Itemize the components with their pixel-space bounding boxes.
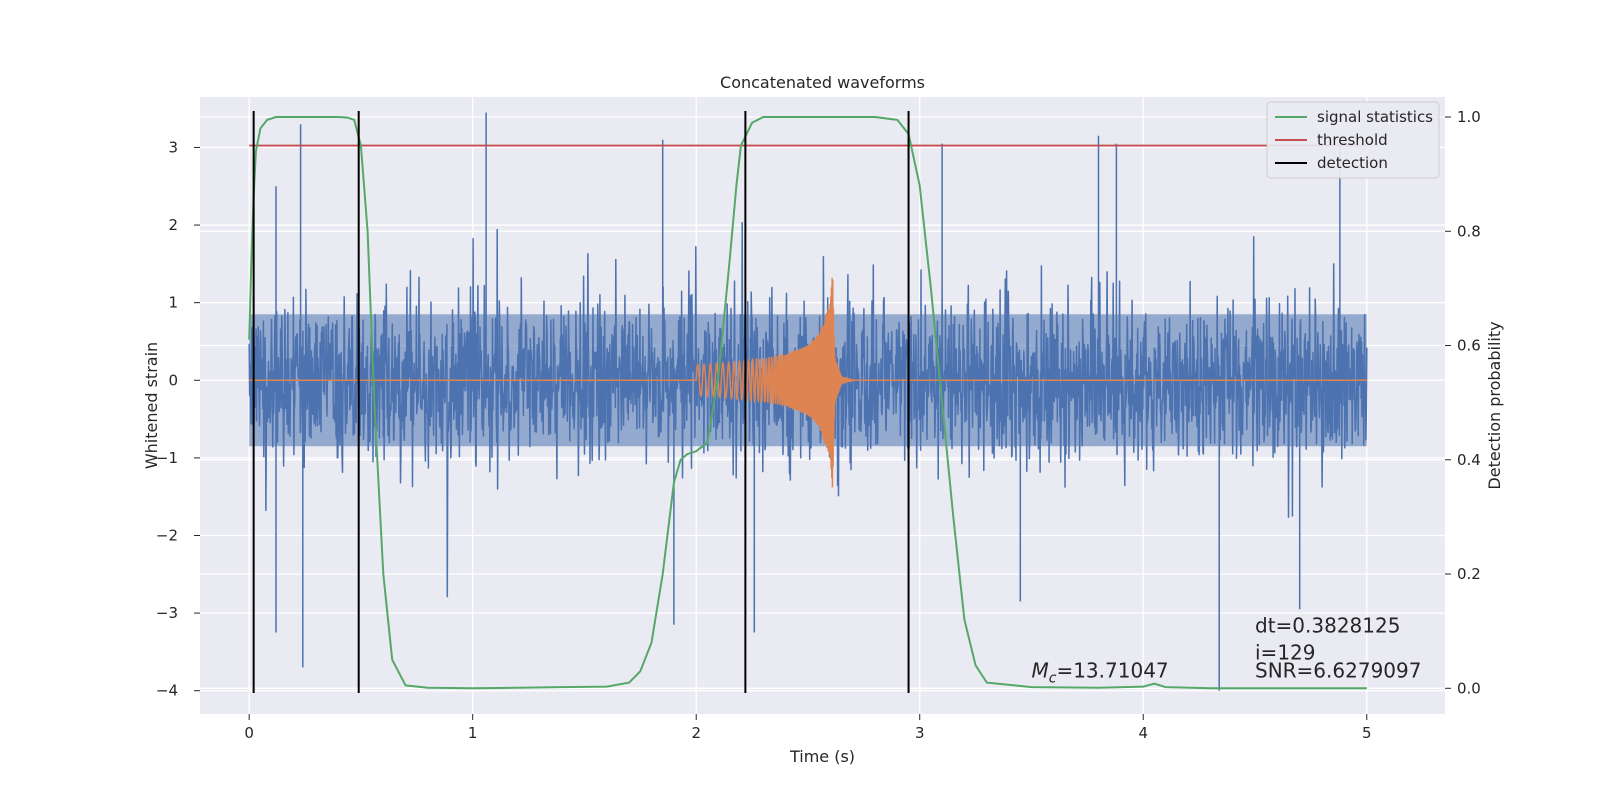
legend-label-statistics: signal statistics (1317, 108, 1433, 126)
axis-ticks: 0 1 2 3 4 5 −4 −3 −2 −1 0 1 2 3 0.0 0.2 0.4 0.6 0.8 1.0 (156, 108, 1481, 742)
legend: signal statistics threshold detection (1266, 101, 1440, 179)
y-axis-label: Whitened strain (142, 342, 161, 469)
x-tick-label: 2 (691, 724, 701, 742)
signal-series-line (249, 277, 1367, 488)
y-tick-label: 1 (168, 294, 178, 312)
x-tick-label: 5 (1362, 724, 1372, 742)
y-tick-label: 2 (168, 216, 178, 234)
y-tick-label: −4 (156, 682, 178, 700)
chart-title: Concatenated waveforms (720, 73, 925, 92)
x-tick-label: 4 (1138, 724, 1148, 742)
annotation-dt: dt=0.3828125 (1255, 614, 1400, 638)
y2-tick-label: 0.2 (1457, 565, 1481, 583)
annotation-i: i=129 (1255, 641, 1316, 665)
annotation-snr: SNR=6.6279097 (1255, 659, 1421, 683)
y-tick-label: 3 (168, 138, 178, 156)
data-layer (248, 110, 1368, 694)
y-tick-label: 0 (168, 371, 178, 389)
y2-tick-label: 0.8 (1457, 222, 1481, 240)
y2-tick-label: 1.0 (1457, 108, 1481, 126)
y2-tick-label: 0.4 (1457, 451, 1481, 469)
legend-label-detection: detection (1317, 154, 1388, 172)
y2-tick-label: 0.6 (1457, 337, 1481, 355)
y-tick-label: −3 (156, 604, 178, 622)
legend-label-threshold: threshold (1317, 131, 1388, 149)
statistics-series-line (248, 116, 1367, 690)
y-tick-label: −2 (156, 526, 178, 544)
x-tick-label: 0 (244, 724, 254, 742)
x-axis-label: Time (s) (789, 747, 855, 766)
legend-box (1266, 101, 1440, 179)
y-tick-label: −1 (156, 449, 178, 467)
x-tick-label: 1 (468, 724, 478, 742)
annotation-mc: Mc=13.71047 (1031, 659, 1168, 687)
y2-axis-label: Detection probability (1485, 321, 1504, 489)
y2-tick-label: 0.0 (1457, 679, 1481, 697)
x-tick-label: 3 (915, 724, 925, 742)
grid-lines (200, 97, 1445, 714)
